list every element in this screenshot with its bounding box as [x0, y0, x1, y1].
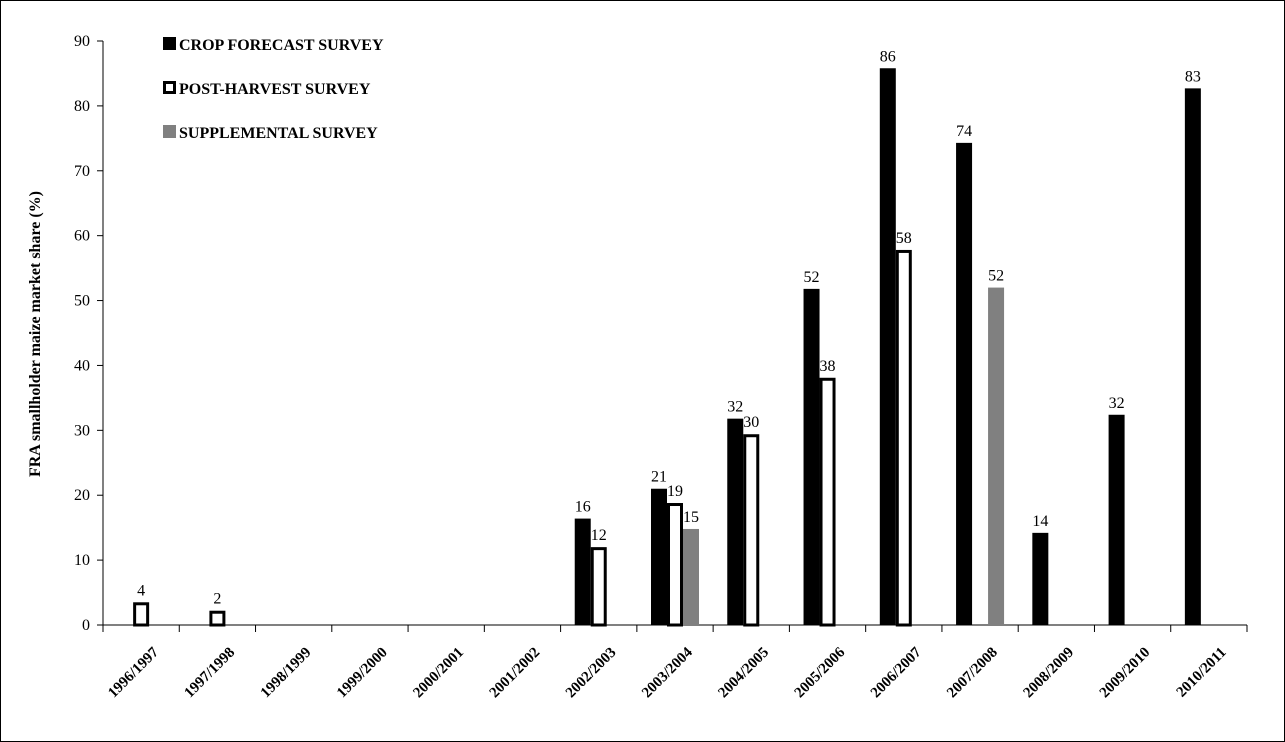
bar-post-harvest-survey — [667, 503, 683, 627]
y-axis: 0 10 20 30 40 50 60 70 80 90 — [74, 33, 104, 634]
data-label: 21 — [651, 469, 667, 486]
legend-swatch — [163, 37, 176, 50]
data-label: 4 — [137, 582, 145, 599]
bar-post-harvest-survey — [819, 377, 836, 627]
data-label: 32 — [1109, 395, 1125, 412]
bar-crop-forecast-survey — [727, 418, 744, 625]
y-tick-label: 80 — [74, 98, 90, 115]
data-label: 83 — [1185, 68, 1201, 85]
data-label: 14 — [1032, 513, 1048, 530]
legend-swatch — [163, 81, 176, 94]
bar-post-harvest-survey — [590, 547, 607, 627]
bar-supplemental-survey — [683, 528, 699, 625]
bar-post-harvest-survey — [895, 249, 912, 627]
data-label: 15 — [683, 509, 699, 526]
bar-crop-forecast-survey — [956, 142, 973, 625]
bar-post-harvest-survey — [743, 434, 760, 627]
data-label: 32 — [727, 399, 743, 416]
y-tick-label: 70 — [74, 163, 90, 180]
data-label: 86 — [880, 48, 896, 65]
data-label: 74 — [956, 123, 972, 140]
bar-crop-forecast-survey — [574, 518, 591, 625]
y-tick-label: 0 — [82, 617, 90, 634]
y-tick-label: 50 — [74, 293, 90, 310]
data-label: 52 — [988, 268, 1004, 285]
bar-crop-forecast-survey — [1184, 88, 1201, 625]
bars — [133, 68, 1201, 627]
y-tick-label: 60 — [74, 228, 90, 245]
data-label: 52 — [804, 269, 820, 286]
legend-label: POST-HARVEST SURVEY — [179, 81, 371, 98]
data-label: 2 — [213, 591, 221, 608]
bar-crop-forecast-survey — [803, 288, 820, 625]
data-label: 30 — [743, 414, 759, 431]
bar-post-harvest-survey — [209, 610, 226, 627]
bar-crop-forecast-survey — [879, 68, 896, 625]
data-label: 38 — [820, 358, 836, 375]
data-label: 19 — [667, 483, 683, 500]
bar-crop-forecast-survey — [651, 488, 667, 625]
legend: CROP FORECAST SURVEY POST-HARVEST SURVEY S… — [163, 37, 384, 142]
bar-crop-forecast-survey — [1108, 414, 1125, 625]
y-axis-title: FRA smallholder maize market share (%) — [27, 191, 44, 477]
bar-post-harvest-survey — [133, 602, 150, 627]
y-tick-label: 20 — [74, 487, 90, 504]
y-tick-label: 10 — [74, 552, 90, 569]
bar-supplemental-survey — [988, 287, 1005, 625]
data-label: 12 — [591, 527, 607, 544]
y-tick-label: 30 — [74, 422, 90, 439]
legend-swatch — [163, 125, 176, 138]
legend-label: CROP FORECAST SURVEY — [179, 37, 384, 54]
y-tick-label: 40 — [74, 357, 90, 374]
legend-label: SUPPLEMENTAL SURVEY — [179, 125, 378, 142]
data-label: 58 — [896, 230, 912, 247]
bar-crop-forecast-survey — [1032, 532, 1049, 625]
y-tick-label: 90 — [74, 33, 90, 50]
data-label: 16 — [575, 499, 591, 516]
